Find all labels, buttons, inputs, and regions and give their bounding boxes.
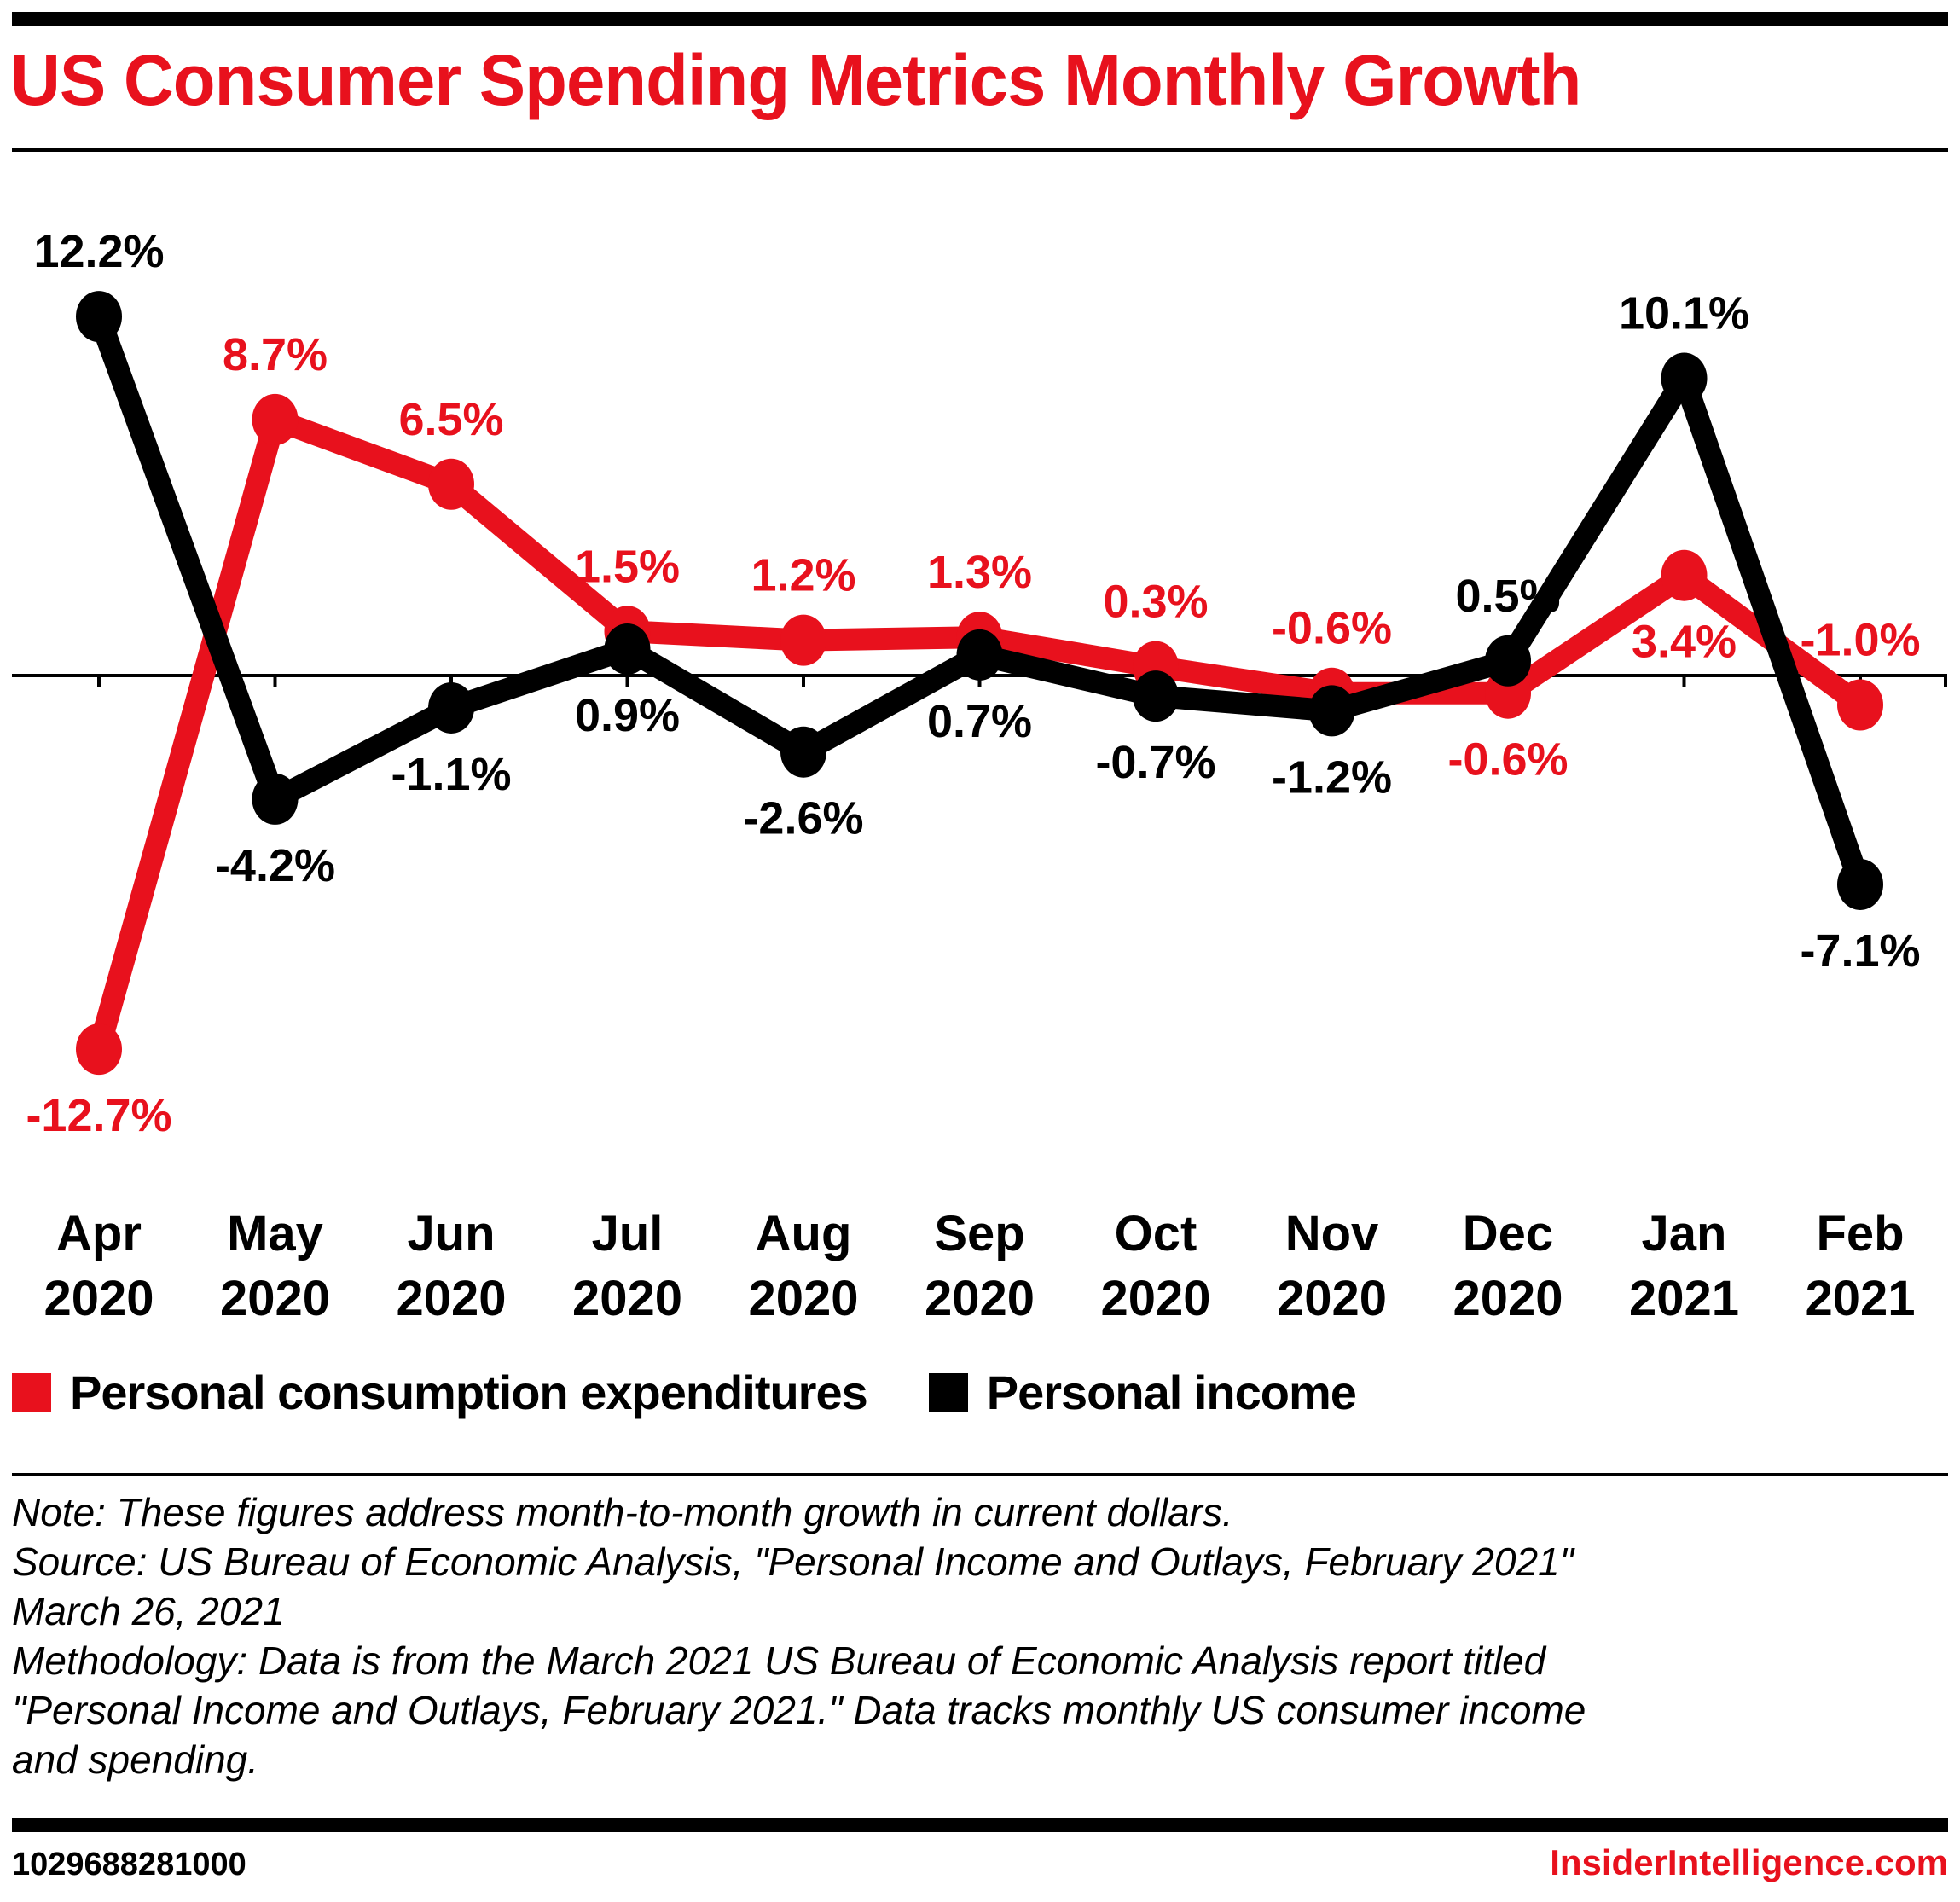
data-point-income[interactable]: [1837, 858, 1883, 910]
x-tick-label-month: May: [227, 1206, 323, 1261]
chart-title: US Consumer Spending Metrics Monthly Gro…: [10, 40, 1581, 120]
data-label-income: -7.1%: [1800, 925, 1920, 977]
line-chart: -12.7% 8.7% 6.5% 1.5% 1.2% 1.3% 0.3% -0.6% -0.6%…: [12, 226, 1947, 1326]
data-label-pce: -0.6%: [1272, 603, 1392, 654]
x-tick-label-year: 2020: [925, 1271, 1035, 1326]
data-label-pce: -1.0%: [1800, 615, 1920, 666]
data-point-income[interactable]: [956, 629, 1003, 681]
data-label-pce: -12.7%: [26, 1090, 171, 1141]
data-point-pce[interactable]: [252, 393, 299, 445]
source-date-line: March 26, 2021: [12, 1589, 285, 1633]
data-label-pce: 6.5%: [398, 394, 503, 445]
data-point-income[interactable]: [780, 726, 826, 778]
data-label-income: 10.1%: [1619, 288, 1749, 339]
x-tick-label-year: 2020: [1100, 1271, 1210, 1326]
x-tick-label-year: 2020: [43, 1271, 154, 1326]
data-point-income[interactable]: [1308, 685, 1355, 737]
data-labels: -12.7% 8.7% 6.5% 1.5% 1.2% 1.3% 0.3% -0.6% -0.6%…: [26, 226, 1920, 1141]
x-tick-labels: Apr 2020 May 2020 Jun 2020 Jul 2020 Aug 2020 Sep 20…: [43, 1206, 1915, 1326]
x-tick-label-year: 2020: [396, 1271, 506, 1326]
x-tick-label-month: Jun: [407, 1206, 495, 1261]
data-label-pce: 3.4%: [1632, 617, 1737, 668]
data-point-income[interactable]: [252, 773, 299, 825]
legend-swatch-pce: [12, 1372, 51, 1412]
legend-item-income[interactable]: Personal income: [928, 1365, 1357, 1420]
data-label-pce: 1.5%: [575, 541, 680, 592]
note-line: Note: These figures address month-to-mon…: [12, 1490, 1233, 1534]
x-tick-label-year: 2020: [220, 1271, 330, 1326]
x-tick-label-year: 2020: [1453, 1271, 1563, 1326]
data-label-income: -0.7%: [1095, 737, 1215, 788]
top-rule: [12, 12, 1948, 26]
data-point-income[interactable]: [1485, 635, 1531, 687]
x-tick-label-year: 2020: [572, 1271, 682, 1326]
notes-rule: [12, 1473, 1948, 1476]
x-tick-label-month: Nov: [1285, 1206, 1379, 1261]
legend-item-pce[interactable]: Personal consumption expenditures: [12, 1365, 868, 1420]
methodology-line: Methodology: Data is from the March 2021…: [12, 1638, 1546, 1683]
data-point-pce[interactable]: [1837, 679, 1883, 731]
series-line-income: [88, 312, 1871, 889]
data-label-income: -1.1%: [391, 749, 511, 800]
data-point-pce[interactable]: [428, 458, 474, 510]
data-point-income[interactable]: [604, 623, 651, 675]
data-label-pce: 1.2%: [751, 550, 855, 601]
data-label-income: -1.2%: [1272, 751, 1392, 803]
data-label-pce: 0.3%: [1103, 577, 1208, 628]
x-tick-label-month: Feb: [1816, 1206, 1904, 1261]
bottom-rule: [12, 1818, 1948, 1832]
data-point-income[interactable]: [1661, 352, 1708, 404]
data-label-income: -4.2%: [215, 840, 335, 891]
data-label-pce: -0.6%: [1447, 734, 1568, 786]
x-tick-label-month: Sep: [934, 1206, 1024, 1261]
notes: Note: These figures address month-to-mon…: [12, 1487, 1948, 1784]
x-tick-label-month: Jan: [1642, 1206, 1727, 1261]
brand-link[interactable]: InsiderIntelligence.com: [1550, 1842, 1948, 1882]
legend-label-income: Personal income: [986, 1366, 1357, 1419]
methodology-line: and spending.: [12, 1737, 259, 1782]
data-label-income: 12.2%: [33, 226, 164, 277]
data-label-income: 0.5%: [1455, 571, 1560, 622]
title-rule: [12, 148, 1948, 152]
data-point-pce[interactable]: [780, 614, 826, 666]
methodology-line: "Personal Income and Outlays, February 2…: [12, 1688, 1586, 1732]
legend: Personal consumption expenditures Person…: [12, 1365, 1418, 1420]
data-point-income[interactable]: [76, 291, 122, 343]
data-label-pce: 8.7%: [223, 329, 328, 380]
data-point-income[interactable]: [428, 681, 474, 734]
x-tick-label-month: Jul: [592, 1206, 664, 1261]
data-point-income[interactable]: [1133, 670, 1179, 722]
x-tick-label-month: Aug: [756, 1206, 852, 1261]
data-point-pce[interactable]: [1661, 549, 1708, 601]
x-tick-label-year: 2020: [1277, 1271, 1387, 1326]
x-tick-label-month: Oct: [1115, 1206, 1197, 1261]
data-label-income: -2.6%: [743, 793, 863, 844]
x-tick-label-month: Apr: [56, 1206, 142, 1261]
data-label-income: 0.9%: [575, 690, 680, 741]
x-tick-label-month: Dec: [1463, 1206, 1553, 1261]
data-label-pce: 1.3%: [927, 547, 1032, 598]
series-lines: [76, 291, 1883, 1076]
source-line: Source: US Bureau of Economic Analysis, …: [12, 1540, 1574, 1584]
legend-swatch-income: [928, 1372, 968, 1412]
chart-id: 1029688281000: [12, 1847, 246, 1882]
x-tick-label-year: 2021: [1629, 1271, 1739, 1326]
data-label-income: 0.7%: [927, 696, 1032, 747]
legend-label-pce: Personal consumption expenditures: [70, 1366, 868, 1419]
x-tick-label-year: 2021: [1805, 1271, 1915, 1326]
x-tick-label-year: 2020: [748, 1271, 858, 1326]
data-point-pce[interactable]: [76, 1023, 122, 1076]
